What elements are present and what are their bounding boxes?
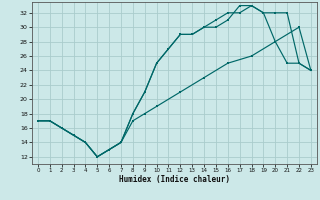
X-axis label: Humidex (Indice chaleur): Humidex (Indice chaleur) (119, 175, 230, 184)
